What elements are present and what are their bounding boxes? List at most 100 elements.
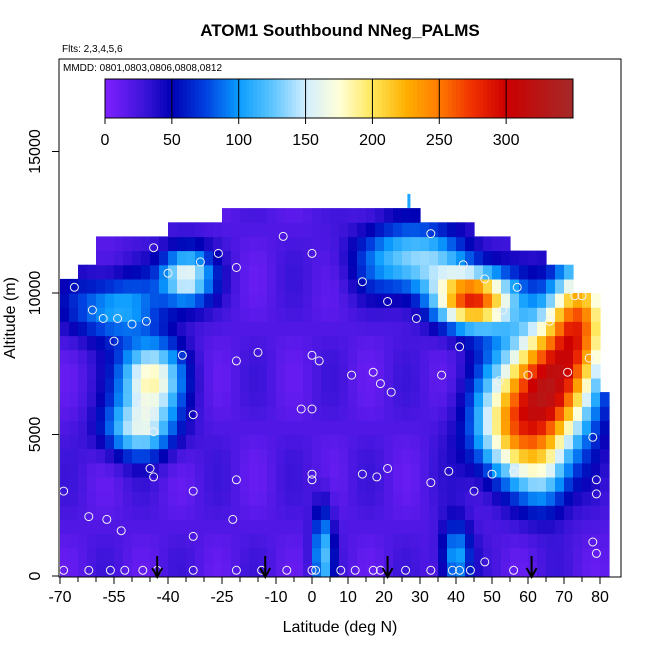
heatmap-cell (123, 462, 133, 478)
heatmap-cell (546, 392, 556, 407)
heatmap-cell (510, 363, 520, 379)
heatmap-cell (393, 278, 403, 294)
heatmap-cell (186, 349, 196, 365)
heatmap-cell (87, 420, 97, 436)
heatmap-cell (222, 236, 232, 252)
heatmap-cell (69, 321, 79, 337)
heatmap-cell (222, 264, 232, 280)
heatmap-cell (366, 491, 376, 506)
heatmap-cell (78, 392, 88, 407)
heatmap-cell (591, 476, 601, 492)
heatmap-cell (348, 420, 358, 436)
sample-point (401, 565, 411, 575)
colorbar-segment (385, 79, 391, 118)
heatmap-cell (375, 321, 385, 337)
heatmap-cell (546, 476, 556, 492)
heatmap-cell (222, 392, 232, 407)
heatmap-cell (546, 278, 556, 294)
heatmap-cell (195, 264, 205, 280)
heatmap-cell (330, 335, 340, 351)
heatmap-cell (123, 434, 133, 450)
heatmap-cell (285, 420, 295, 436)
heatmap-cell (213, 476, 223, 492)
heatmap-cell (519, 250, 529, 266)
heatmap-cell (204, 505, 214, 520)
heatmap-cell (375, 448, 385, 464)
heatmap-cell (366, 264, 376, 280)
heatmap-cell (123, 236, 133, 252)
heatmap-cell (411, 349, 421, 365)
heatmap-cell (483, 321, 493, 337)
heatmap-cell (339, 519, 349, 535)
heatmap-cell (357, 363, 367, 379)
heatmap-cell (438, 335, 448, 351)
colorbar-segment (483, 79, 488, 118)
heatmap-cell (420, 462, 430, 478)
colorbar-segment (475, 79, 480, 118)
colorbar-segment (147, 79, 153, 118)
heatmap-cell (258, 491, 268, 506)
heatmap-cell (294, 307, 304, 322)
heatmap-cell (96, 491, 106, 506)
heatmap-cell (402, 293, 412, 308)
y-tick-label: 0 (27, 571, 44, 580)
heatmap-cell (105, 363, 115, 379)
heatmap-cell (420, 519, 430, 535)
heatmap-cell (69, 448, 79, 464)
heatmap-cell (357, 448, 367, 464)
colorbar-segment (526, 79, 531, 118)
heatmap-cell (168, 476, 178, 492)
heatmap-cell (177, 236, 187, 252)
colorbar-segment (105, 79, 110, 118)
heatmap-cell (78, 547, 88, 563)
y-axis-label: Altitude (m) (2, 277, 19, 359)
heatmap-cell (456, 561, 466, 577)
heatmap-cell (276, 335, 286, 351)
heatmap-cell (384, 434, 394, 450)
heatmap-cell (258, 505, 268, 520)
heatmap-cell (159, 434, 169, 450)
heatmap-cell (519, 476, 529, 492)
sample-point (584, 353, 594, 363)
heatmap-cell (366, 250, 376, 266)
colorbar-segment (264, 79, 270, 118)
heatmap-cell (564, 363, 574, 379)
heatmap-cell (474, 250, 484, 266)
heatmap-cell (222, 307, 232, 322)
heatmap-cell (357, 434, 367, 450)
heatmap-cell (177, 491, 187, 506)
heatmap-cell (546, 321, 556, 337)
colorbar-segment (179, 79, 184, 118)
colorbar-segment (459, 79, 465, 118)
colorbar-segment (420, 79, 426, 118)
colorbar-segment (300, 79, 305, 118)
heatmap-cell (213, 406, 223, 421)
heatmap-cell (87, 434, 97, 450)
heatmap-cell (375, 561, 385, 577)
heatmap-cell (222, 561, 232, 577)
heatmap-cell (402, 462, 412, 478)
heatmap-cell (492, 561, 502, 577)
heatmap-cell (213, 250, 223, 266)
colorbar-segment (557, 79, 562, 118)
heatmap-cell (429, 349, 439, 365)
heatmap-cell (177, 434, 187, 450)
heatmap-cell (537, 547, 547, 563)
heatmap-cell (60, 307, 70, 322)
heatmap-cell (276, 377, 286, 393)
heatmap-cell (159, 250, 169, 266)
colorbar-segment (498, 79, 504, 118)
heatmap-cell (420, 420, 430, 436)
heatmap-cell (195, 434, 205, 450)
heatmap-cell (375, 491, 385, 506)
heatmap-cell (519, 519, 529, 535)
heatmap-cell (456, 236, 466, 252)
heatmap-cell (186, 406, 196, 421)
colorbar-segment (440, 79, 445, 118)
sample-point (195, 257, 205, 267)
colorbar-segment (112, 79, 118, 118)
heatmap-cell (393, 264, 403, 280)
heatmap-cell (366, 208, 376, 223)
heatmap-cell (132, 377, 142, 393)
heatmap-cell (114, 236, 124, 252)
